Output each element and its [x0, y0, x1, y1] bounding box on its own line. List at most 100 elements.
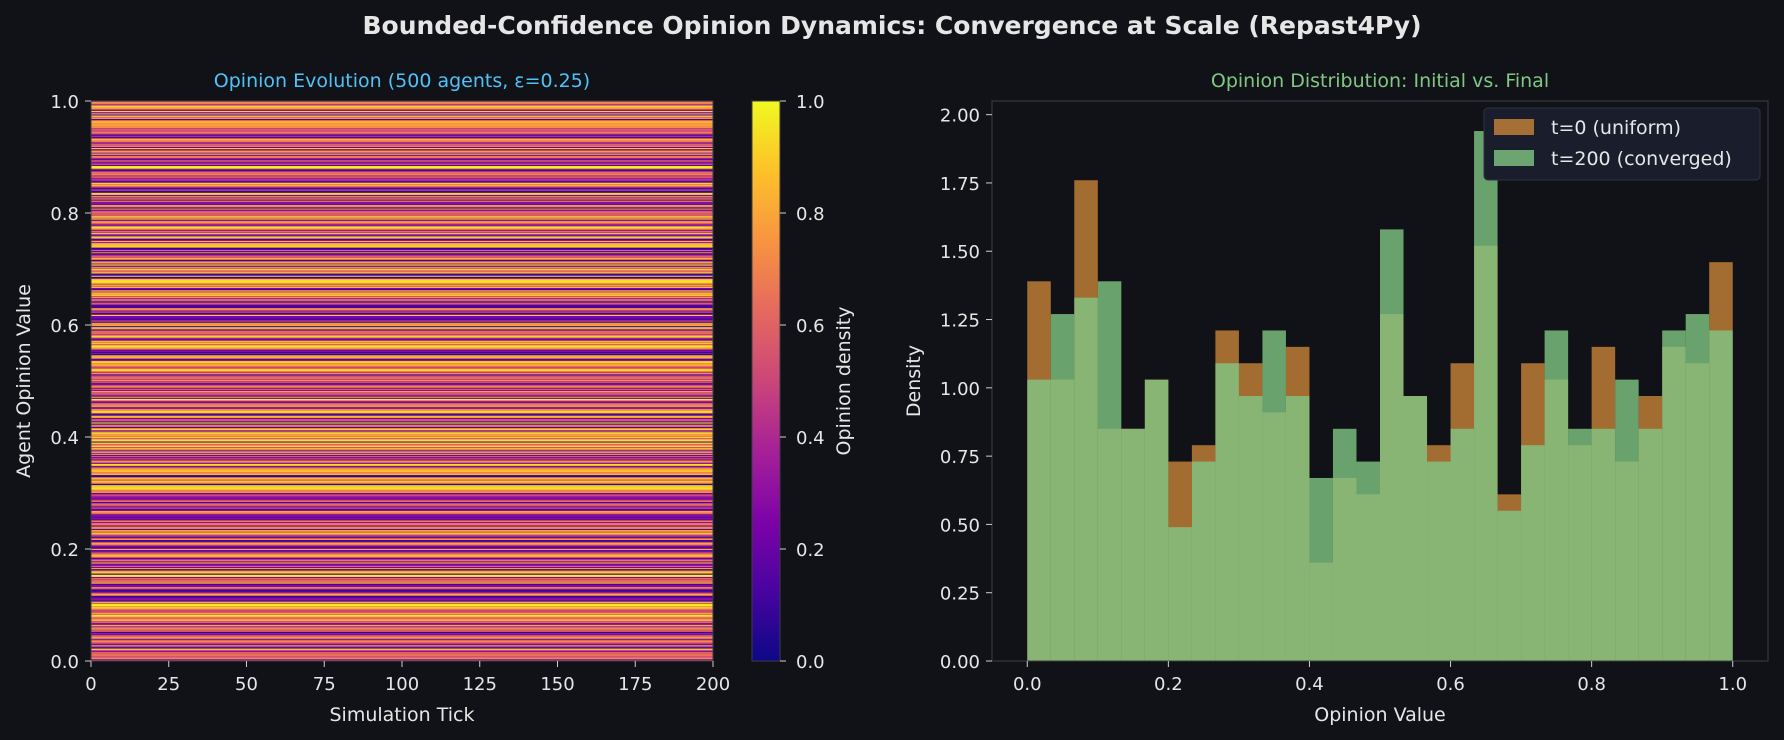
heatmap-stripe — [91, 466, 713, 468]
heatmap-stripe — [91, 354, 713, 356]
heatmap-stripe — [91, 327, 713, 329]
heatmap-stripe — [91, 136, 713, 139]
heatmap-stripe — [91, 386, 713, 389]
bar-final — [1709, 330, 1733, 661]
heatmap-stripe — [91, 537, 713, 540]
heatmap-stripe — [91, 218, 713, 221]
bar-final — [1497, 510, 1522, 661]
heatmap-stripe — [91, 467, 713, 469]
heatmap-stripe — [91, 526, 713, 529]
heatmap-stripe — [91, 181, 713, 184]
heatmap-stripe — [91, 196, 713, 198]
heatmap-stripe — [91, 234, 713, 236]
heatmap-stripe — [91, 286, 713, 289]
heatmap-stripe — [91, 213, 713, 215]
heatmap-stripe — [91, 193, 713, 196]
heatmap-stripe — [91, 189, 713, 191]
heatmap-stripe — [91, 391, 713, 393]
heatmap-stripe — [91, 359, 713, 362]
heatmap-stripe — [91, 241, 713, 243]
heatmap-stripe — [91, 177, 713, 179]
heatmap-stripe — [91, 428, 713, 430]
heatmap-stripe — [91, 264, 713, 267]
bar-final — [1638, 428, 1663, 661]
heatmap-stripe — [91, 624, 713, 626]
heatmap-stripe — [91, 621, 713, 624]
heatmap-stripe — [91, 442, 713, 445]
histogram-y-tick-label: 0.75 — [940, 447, 980, 468]
heatmap-stripe — [91, 584, 713, 587]
heatmap-stripe — [91, 208, 713, 211]
heatmap-stripe — [91, 195, 713, 197]
heatmap-stripe — [91, 106, 713, 109]
heatmap-stripe — [91, 311, 713, 314]
histogram-y-tick-label: 0.50 — [940, 515, 980, 536]
heatmap-stripe — [91, 297, 713, 299]
heatmap-stripe — [91, 582, 713, 585]
heatmap-stripe — [91, 205, 713, 207]
heatmap-stripe — [91, 299, 713, 301]
heatmap-stripe — [91, 155, 713, 158]
heatmap-stripe — [91, 406, 713, 409]
heatmap-stripe — [91, 108, 713, 111]
bar-final — [1380, 229, 1404, 661]
heatmap-y-tick-label: 0.4 — [50, 428, 79, 449]
heatmap-stripe — [91, 317, 713, 319]
heatmap-stripe — [91, 367, 713, 370]
heatmap-stripe — [91, 233, 713, 235]
heatmap-stripe — [91, 358, 713, 361]
heatmap-stripe — [91, 243, 713, 245]
heatmap-stripe — [91, 381, 713, 383]
heatmap-stripe — [91, 647, 713, 650]
heatmap-stripe — [91, 346, 713, 348]
heatmap-stripe — [91, 638, 713, 641]
heatmap-stripe — [91, 201, 713, 204]
heatmap-stripe — [91, 588, 713, 590]
heatmap-stripe — [91, 373, 713, 375]
heatmap-stripe — [91, 173, 713, 176]
heatmap-stripe — [91, 549, 713, 551]
heatmap-stripe — [91, 281, 713, 283]
heatmap-stripe — [91, 242, 713, 244]
heatmap-stripe — [91, 360, 713, 363]
bar-final — [1427, 461, 1451, 661]
heatmap-stripe — [91, 253, 713, 255]
heatmap-stripe — [91, 396, 713, 399]
heatmap-stripe — [91, 641, 713, 644]
heatmap-stripe — [91, 507, 713, 510]
heatmap-stripe — [91, 307, 713, 309]
heatmap-stripe — [91, 276, 713, 279]
heatmap-stripe — [91, 411, 713, 413]
heatmap-stripe — [91, 340, 713, 343]
heatmap-stripe — [91, 356, 713, 358]
heatmap-stripe — [91, 118, 713, 121]
heatmap-stripe — [91, 529, 713, 532]
heatmap-stripe — [91, 190, 713, 193]
heatmap-stripe — [91, 440, 713, 442]
heatmap-stripe — [91, 134, 713, 137]
histogram-bars — [1027, 131, 1733, 662]
heatmap-stripe — [91, 468, 713, 470]
heatmap-stripe — [91, 437, 713, 439]
heatmap-stripe — [91, 409, 713, 411]
histogram-y-tick-label: 1.50 — [940, 242, 980, 263]
heatmap-stripe — [91, 228, 713, 231]
histogram-x-tick-label: 0.2 — [1154, 674, 1183, 695]
heatmap-stripe — [91, 612, 713, 615]
heatmap-stripe — [91, 207, 713, 209]
heatmap-stripe — [91, 398, 713, 401]
heatmap-stripe — [91, 176, 713, 178]
colorbar-tick-label: 1.0 — [796, 92, 825, 113]
bar-final — [1450, 428, 1475, 661]
heatmap-stripe — [91, 115, 713, 118]
heatmap-stripe — [91, 291, 713, 293]
heatmap-stripe — [91, 154, 713, 157]
heatmap-stripe — [91, 652, 713, 654]
heatmap-stripe — [91, 170, 713, 172]
heatmap-stripe — [91, 627, 713, 629]
heatmap-stripe — [91, 387, 713, 390]
heatmap-stripe — [91, 568, 713, 570]
heatmap-stripe — [91, 121, 713, 123]
figure-title: Bounded-Confidence Opinion Dynamics: Con… — [362, 11, 1421, 40]
heatmap-stripe — [91, 151, 713, 153]
